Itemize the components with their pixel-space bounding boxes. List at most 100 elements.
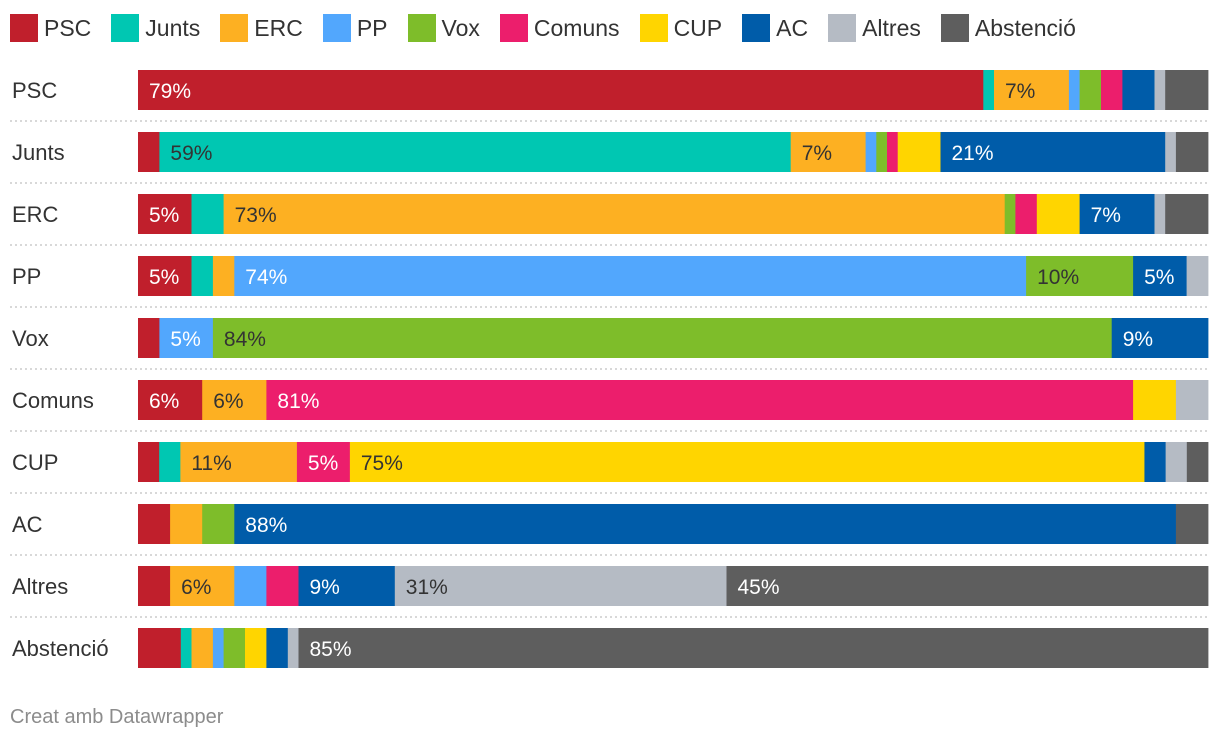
bar-segment-comuns-comuns — [266, 380, 1134, 420]
bar-segment-vox-vox — [212, 318, 1113, 358]
bar-segment-comuns-psc — [138, 380, 203, 420]
data-label-junts-junts: 59% — [170, 142, 212, 165]
bar-segment-pp-ac — [1133, 256, 1187, 296]
bar-segment-abstencio-junts — [180, 628, 192, 668]
bar-segment-junts-comuns — [887, 132, 899, 172]
bar-segment-erc-ac — [1079, 194, 1155, 234]
legend-swatch — [407, 14, 436, 42]
legend-swatch — [322, 14, 351, 42]
legend-label: Vox — [441, 14, 480, 41]
bar-segment-junts-erc — [790, 132, 866, 172]
data-label-erc-psc: 5% — [149, 204, 179, 227]
bar-segment-psc-junts — [983, 70, 995, 110]
legend-label: ERC — [254, 14, 303, 41]
bar-segment-pp-psc — [138, 256, 192, 296]
data-label-pp-ac: 5% — [1144, 266, 1174, 289]
data-label-cup-comuns: 5% — [308, 452, 338, 475]
bar-segment-abstencio-erc — [191, 628, 214, 668]
bar-segment-altres-erc — [170, 566, 235, 606]
legend-item-cup: CUP — [639, 14, 723, 42]
data-label-vox-ac: 9% — [1123, 328, 1153, 351]
data-label-altres-altres: 31% — [406, 576, 448, 599]
bar-segment-cup-junts — [159, 442, 181, 482]
bar-segment-psc-abstencio — [1165, 70, 1209, 110]
bar-segment-cup-ac — [1144, 442, 1167, 482]
bar-segment-junts-junts — [159, 132, 792, 172]
bar-segment-erc-comuns — [1015, 194, 1038, 234]
bar-segment-junts-abstencio — [1175, 132, 1209, 172]
bar-segment-vox-ac — [1111, 318, 1209, 358]
legend-item-ac: AC — [742, 14, 808, 42]
legend-item-vox: Vox — [407, 14, 480, 42]
data-label-pp-vox: 10% — [1037, 266, 1079, 289]
bar-segment-psc-vox — [1079, 70, 1102, 110]
legend-item-abstencio: Abstenció — [940, 14, 1076, 42]
bar-segment-ac-erc — [170, 504, 203, 544]
data-label-comuns-comuns: 81% — [277, 390, 319, 413]
row-label-comuns: Comuns — [12, 388, 94, 413]
row-label-junts: Junts — [12, 140, 65, 165]
bar-segment-comuns-altres — [1175, 380, 1209, 420]
legend-swatch — [111, 14, 140, 42]
data-label-vox-vox: 84% — [224, 328, 266, 351]
legend-swatch — [639, 14, 668, 42]
bar-segment-junts-pp — [865, 132, 877, 172]
legend-item-psc: PSC — [10, 14, 91, 42]
bar-segment-junts-ac — [940, 132, 1166, 172]
bar-segment-ac-abstencio — [1175, 504, 1209, 544]
row-label-psc: PSC — [12, 78, 57, 103]
bar-segment-junts-psc — [138, 132, 160, 172]
bar-segment-psc-ac — [1122, 70, 1155, 110]
data-label-psc-erc: 7% — [1005, 80, 1035, 103]
data-label-junts-erc: 7% — [802, 142, 832, 165]
bar-segment-abstencio-cup — [245, 628, 267, 668]
bar-segment-altres-psc — [138, 566, 171, 606]
bar-segment-pp-pp — [234, 256, 1027, 296]
bar-segment-cup-psc — [138, 442, 160, 482]
bar-segment-ac-psc — [138, 504, 171, 544]
data-label-pp-pp: 74% — [245, 266, 287, 289]
bar-segment-ac-ac — [234, 504, 1177, 544]
bar-segment-junts-altres — [1165, 132, 1177, 172]
legend-label: CUP — [673, 14, 723, 41]
bar-segment-altres-pp — [234, 566, 267, 606]
legend-label: Junts — [145, 14, 201, 41]
bar-segment-erc-vox — [1004, 194, 1016, 234]
legend-swatch — [499, 14, 528, 42]
footer-credit: Creat amb Datawrapper — [10, 706, 224, 728]
bar-segment-junts-vox — [876, 132, 888, 172]
bar-segment-altres-altres — [394, 566, 727, 606]
legend-swatch — [742, 14, 771, 42]
bar-segment-junts-cup — [897, 132, 941, 172]
data-label-ac-ac: 88% — [245, 514, 287, 537]
row-label-ac: AC — [12, 512, 43, 537]
bar-segment-psc-comuns — [1101, 70, 1123, 110]
bar-segment-vox-pp — [159, 318, 214, 358]
data-label-comuns-erc: 6% — [213, 390, 243, 413]
legend-label: AC — [776, 14, 809, 41]
bar-segment-abstencio-vox — [223, 628, 246, 668]
bar-segment-comuns-erc — [202, 380, 267, 420]
bar-segment-altres-comuns — [266, 566, 299, 606]
bar-segment-psc-erc — [994, 70, 1070, 110]
data-label-altres-abstencio: 45% — [738, 576, 780, 599]
bar-segment-altres-abstencio — [726, 566, 1209, 606]
row-label-vox: Vox — [12, 326, 49, 351]
data-label-erc-ac: 7% — [1091, 204, 1121, 227]
bar-segment-erc-erc — [223, 194, 1006, 234]
data-label-cup-erc: 11% — [191, 452, 231, 475]
data-label-junts-ac: 21% — [952, 142, 994, 165]
row-label-pp: PP — [12, 264, 41, 289]
data-label-altres-ac: 9% — [310, 576, 340, 599]
legend-item-pp: PP — [322, 14, 388, 42]
legend-item-altres: Altres — [828, 14, 921, 42]
bar-segment-erc-cup — [1036, 194, 1080, 234]
data-label-erc-erc: 73% — [235, 204, 277, 227]
legend-item-erc: ERC — [220, 14, 303, 42]
row-label-cup: CUP — [12, 450, 58, 475]
bar-segment-psc-psc — [138, 70, 984, 110]
bar-segment-pp-altres — [1186, 256, 1209, 296]
bar-segment-psc-altres — [1154, 70, 1166, 110]
legend-label: PP — [356, 14, 388, 41]
